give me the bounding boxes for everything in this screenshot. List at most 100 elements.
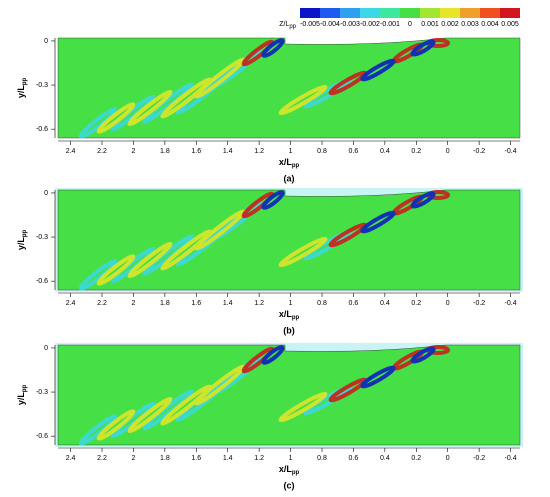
x-tick-label: 0.6 (349, 455, 359, 462)
x-axis-label-main: x/L (279, 309, 293, 319)
colorbar-label-sub: pp (289, 24, 296, 30)
y-axis-label-main: y/L (16, 392, 26, 406)
colorbar-cell (360, 8, 380, 18)
x-tick-label: -0.2 (473, 300, 485, 307)
colorbar-tick-label: 0 (408, 21, 412, 28)
x-axis-label-main: x/L (279, 157, 293, 167)
x-tick-label: 2 (131, 455, 135, 462)
contour-field (56, 188, 522, 293)
x-tick-label: 0.2 (411, 300, 421, 307)
panel: 2.4 2.2 2 1.8 1.6 1.4 1.2 1 0.8 0.6 0.4 0.2 0 -0.2 -0.… (16, 188, 523, 335)
colorbar-cell (300, 8, 320, 18)
x-tick-label: 1.2 (254, 300, 264, 307)
x-tick-label: 0 (446, 148, 450, 155)
colorbar-tick-label: -0.004 (320, 21, 340, 28)
colorbar-tick-label: 0.004 (481, 21, 499, 28)
x-tick-label: 2.4 (66, 148, 76, 155)
x-tick-label: -0.2 (473, 455, 485, 462)
colorbar-cell (380, 8, 400, 18)
colorbar-cell (440, 8, 460, 18)
x-tick-label: 0.2 (411, 148, 421, 155)
colorbar-tick-label: 0.005 (501, 21, 519, 28)
y-axis-label-main: y/L (16, 85, 26, 99)
x-tick-label: 2 (131, 300, 135, 307)
x-tick-label: -0.4 (505, 148, 517, 155)
y-tick-label: -0.6 (36, 433, 48, 440)
x-axis-label-sub: pp (292, 315, 300, 321)
x-tick-label: 1.8 (160, 455, 170, 462)
x-tick-label: 2.2 (97, 455, 107, 462)
x-tick-label: 0.4 (380, 455, 390, 462)
x-tick-label: 1.6 (191, 300, 201, 307)
x-tick-label: 1 (289, 300, 293, 307)
x-tick-label: 1.4 (223, 300, 233, 307)
x-tick-label: 0 (446, 300, 450, 307)
x-tick-label: -0.4 (505, 300, 517, 307)
colorbar-tick-label: 0.002 (441, 21, 459, 28)
x-axis-label-sub: pp (292, 470, 300, 476)
x-tick-label: 1.8 (160, 300, 170, 307)
caption: (b) (283, 325, 295, 335)
y-axis-label-sub: pp (22, 229, 28, 237)
colorbar-tick-label: -0.005 (300, 21, 320, 28)
x-tick-label: 1.2 (254, 148, 264, 155)
contour-field (56, 36, 522, 141)
y-axis-label-sub: pp (22, 77, 28, 85)
colorbar-cell (480, 8, 500, 18)
x-tick-label: 1.4 (223, 455, 233, 462)
x-tick-label: 1.8 (160, 148, 170, 155)
panel: 2.4 2.2 2 1.8 1.6 1.4 1.2 1 0.8 0.6 0.4 0.2 0 -0.2 -0.… (16, 8, 522, 183)
x-tick-label: 2.4 (66, 455, 76, 462)
y-tick-label: 0 (44, 345, 48, 352)
colorbar-cell (420, 8, 440, 18)
x-tick-label: 2.2 (97, 300, 107, 307)
x-tick-label: 1.2 (254, 455, 264, 462)
y-tick-label: 0 (44, 38, 48, 45)
colorbar-tick-label: 0.003 (461, 21, 479, 28)
x-tick-label: 0.8 (317, 455, 327, 462)
colorbar-tick-label: -0.002 (360, 21, 380, 28)
x-tick-label: 1 (289, 455, 293, 462)
colorbar-tick-label: -0.001 (380, 21, 400, 28)
x-tick-label: -0.2 (473, 148, 485, 155)
y-tick-label: 0 (44, 190, 48, 197)
x-tick-label: 2 (131, 148, 135, 155)
x-axis-label: x/Lpp (279, 464, 300, 475)
x-tick-label: 0.2 (411, 455, 421, 462)
caption: (c) (284, 480, 295, 490)
colorbar-tick-label: -0.003 (340, 21, 360, 28)
x-axis-label: x/Lpp (279, 309, 300, 320)
contour-field (56, 343, 522, 448)
x-tick-label: 0.6 (349, 300, 359, 307)
x-tick-label: 0.4 (380, 148, 390, 155)
y-axis-label: y/Lpp (16, 384, 27, 405)
y-tick-label: -0.3 (36, 389, 48, 396)
caption: (a) (284, 173, 295, 183)
panel: 2.4 2.2 2 1.8 1.6 1.4 1.2 1 0.8 0.6 0.4 0.2 0 -0.2 -0.… (16, 343, 523, 490)
y-axis-label-sub: pp (22, 384, 28, 392)
colorbar-tick-label: 0.001 (421, 21, 439, 28)
x-tick-label: 1 (289, 148, 293, 155)
colorbar-cell (460, 8, 480, 18)
x-tick-label: 0.6 (349, 148, 359, 155)
y-tick-label: -0.3 (36, 234, 48, 241)
colorbar-cell (400, 8, 420, 18)
x-tick-label: 0.4 (380, 300, 390, 307)
x-tick-label: 0 (446, 455, 450, 462)
colorbar-cell (340, 8, 360, 18)
y-tick-label: -0.3 (36, 82, 48, 89)
colorbar-label-main: Z/L (279, 21, 289, 28)
y-axis-label-main: y/L (16, 237, 26, 251)
colorbar-cell (500, 8, 520, 18)
y-axis-label: y/Lpp (16, 229, 27, 250)
x-axis-label: x/Lpp (279, 157, 300, 168)
x-axis-label-sub: pp (292, 163, 300, 169)
colorbar-cell (320, 8, 340, 18)
x-tick-label: -0.4 (505, 455, 517, 462)
x-tick-label: 2.2 (97, 148, 107, 155)
y-tick-label: -0.6 (36, 126, 48, 133)
colorbar-label: Z/Lpp (279, 21, 296, 30)
x-tick-label: 0.8 (317, 300, 327, 307)
y-tick-label: -0.6 (36, 278, 48, 285)
